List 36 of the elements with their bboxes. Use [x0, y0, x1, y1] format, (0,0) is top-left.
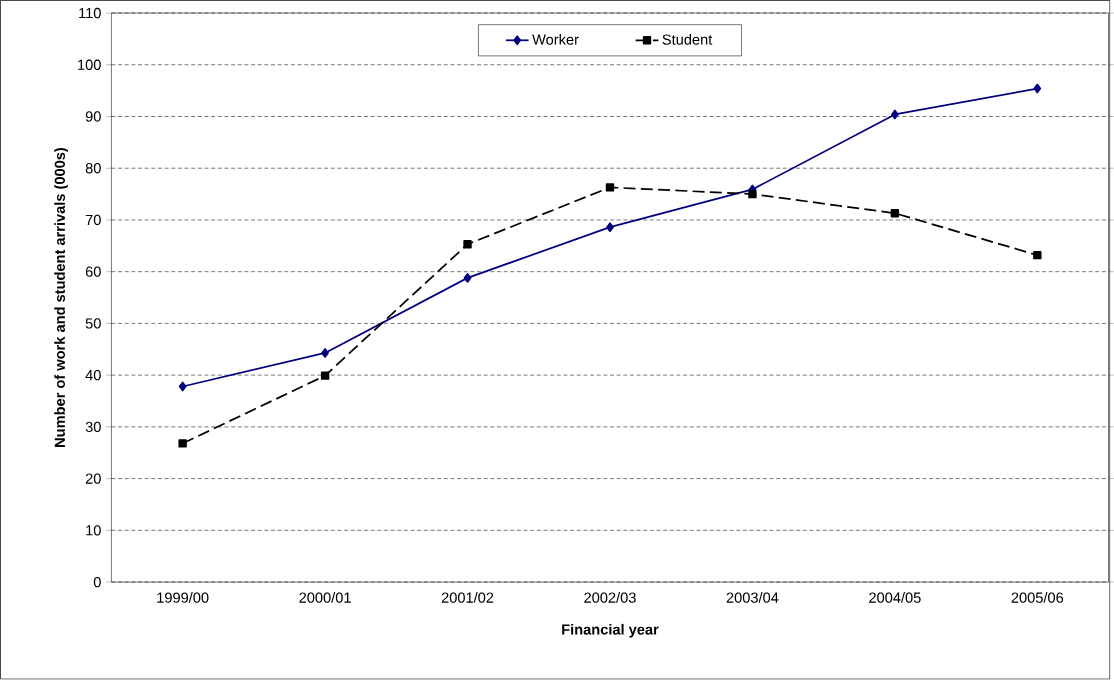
y-tick-label: 80	[85, 163, 101, 174]
y-tick-label: 40	[85, 370, 101, 381]
point	[320, 371, 330, 381]
y-tick-label: 20	[85, 473, 101, 485]
point	[748, 190, 757, 199]
legend-label: Worker	[532, 34, 579, 45]
y-axis-title: Number of work and student arrivals (000s)	[54, 148, 68, 448]
y-tick-label: 0	[93, 577, 101, 588]
point	[1033, 83, 1042, 94]
point	[891, 109, 899, 120]
y-tick-label: 10	[86, 525, 101, 536]
y-tick-label: 100	[78, 59, 101, 71]
x-tick-label: 2002/03	[584, 592, 636, 604]
x-tick-label: 2001/02	[441, 592, 494, 604]
y-tick-label: 110	[79, 8, 101, 19]
x-tick-label: 2000/01	[299, 592, 351, 604]
point	[463, 273, 472, 283]
point	[605, 183, 615, 192]
x-axis-title: Financial year	[562, 624, 659, 638]
y-tick-label: 60	[85, 266, 101, 278]
point	[463, 240, 472, 249]
x-tick-label: 2005/06	[1011, 592, 1064, 604]
point	[321, 348, 329, 358]
x-tick-label: 2004/05	[869, 592, 921, 604]
y-tick-label: 50	[85, 318, 101, 329]
point	[178, 439, 187, 448]
x-tick-label: 2003/04	[726, 592, 779, 604]
y-tick-label: 90	[85, 111, 101, 122]
point	[1033, 251, 1042, 260]
x-tick-label: 1999/00	[157, 592, 209, 604]
point	[606, 222, 614, 233]
point	[890, 209, 900, 218]
legend-label: Student	[662, 34, 713, 45]
point	[178, 381, 187, 392]
y-tick-label: 30	[85, 421, 101, 433]
y-tick-label: 70	[85, 215, 101, 226]
